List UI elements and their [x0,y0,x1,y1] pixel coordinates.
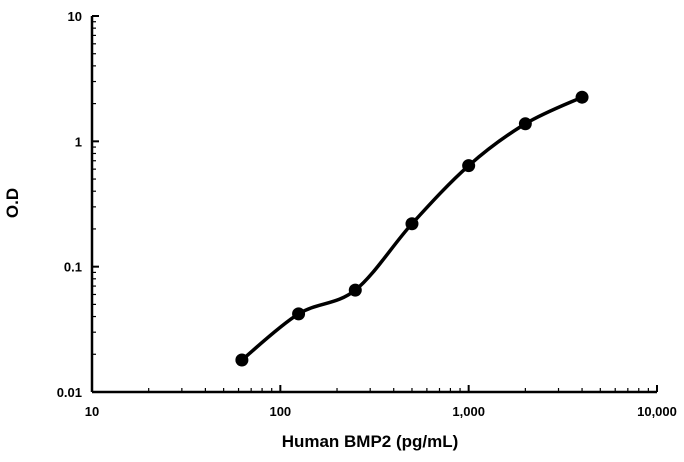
data-point [292,307,306,321]
data-point [462,159,476,173]
y-axis-title: O.D [3,188,22,218]
series [235,90,589,367]
y-tick-label: 1 [75,134,82,149]
x-tick-label: 1,000 [452,404,485,419]
data-point [518,117,532,131]
y-tick-label: 10 [68,9,82,24]
x-tick-label: 10 [85,404,99,419]
ticks: 0.01 0.1 1 10 10 100 1,000 10,000 [57,9,677,419]
y-tick-label: 0.1 [64,260,82,275]
data-point [348,283,362,297]
axes [90,16,657,394]
x-tick-label: 100 [269,404,291,419]
y-tick-label: 0.01 [57,385,82,400]
x-axis-title: Human BMP2 (pg/mL) [282,432,459,451]
data-point [405,217,419,231]
data-point [575,90,589,104]
data-point [235,353,249,367]
x-tick-label: 10,000 [637,404,677,419]
